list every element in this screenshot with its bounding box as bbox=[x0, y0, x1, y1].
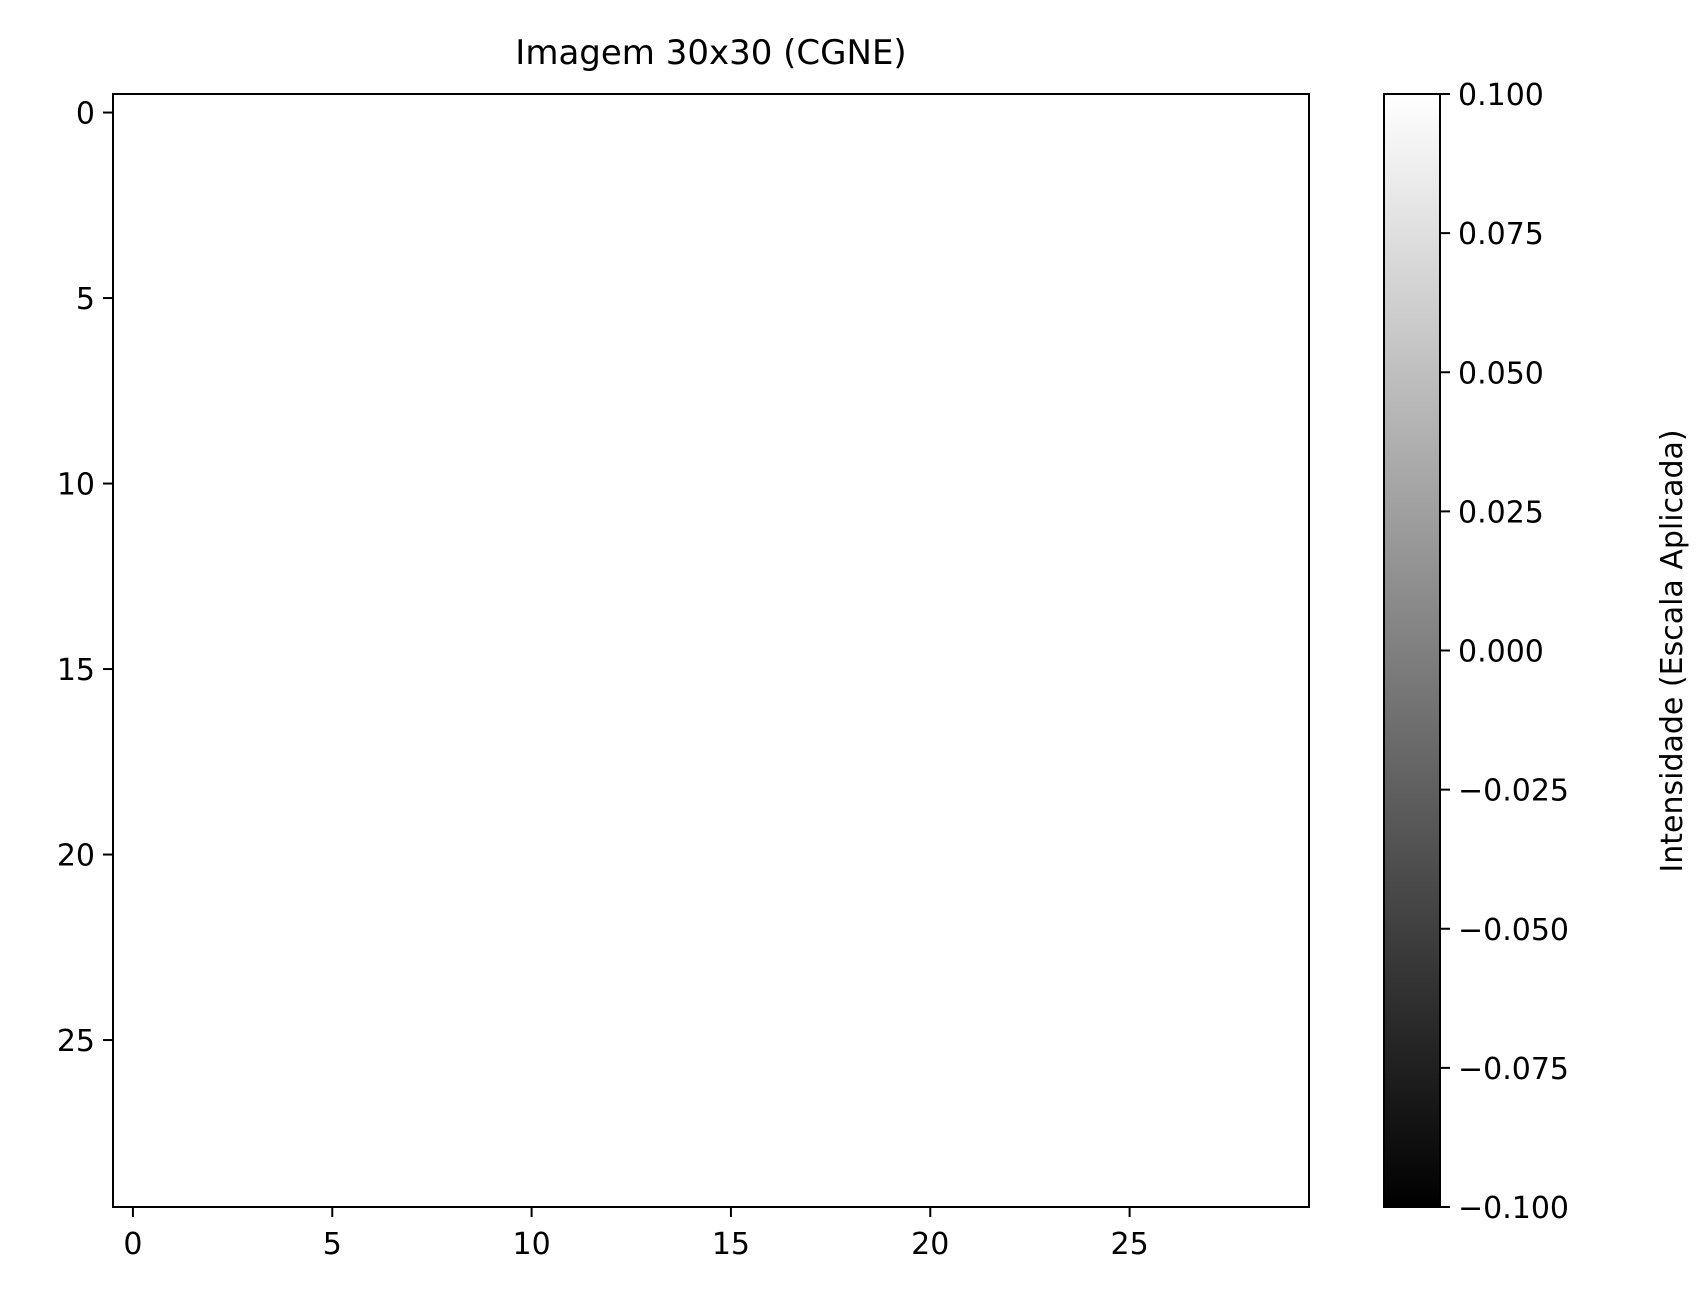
x-tick-label: 15 bbox=[712, 1227, 750, 1262]
y-tick-label: 15 bbox=[57, 653, 95, 688]
y-tick-label: 0 bbox=[76, 97, 95, 132]
x-tick-label: 10 bbox=[513, 1227, 551, 1262]
colorbar-tick-label: 0.000 bbox=[1458, 635, 1544, 670]
colorbar-tick-label: 0.050 bbox=[1458, 356, 1544, 391]
y-axis: 0 5 10 15 20 25 bbox=[57, 97, 113, 1059]
colorbar-gradient bbox=[1384, 94, 1440, 1207]
y-tick-label: 5 bbox=[76, 282, 95, 317]
x-tick-label: 5 bbox=[323, 1227, 342, 1262]
colorbar-tick-label: −0.025 bbox=[1458, 774, 1569, 809]
x-axis: 0 5 10 15 20 25 bbox=[123, 1207, 1149, 1262]
chart-title: Imagem 30x30 (CGNE) bbox=[515, 33, 906, 73]
image-cells bbox=[113, 94, 1309, 1207]
colorbar-ticks: −0.100 −0.075 −0.050 −0.025 0.000 0.025 0.050 0… bbox=[1440, 78, 1569, 1226]
colorbar-label: Intensidade (Escala Aplicada) bbox=[1655, 429, 1690, 872]
colorbar-tick-label: −0.075 bbox=[1458, 1052, 1569, 1087]
y-tick-label: 25 bbox=[57, 1024, 95, 1059]
y-tick-label: 20 bbox=[57, 839, 95, 874]
plot-frame bbox=[112, 93, 1310, 1208]
x-tick-label: 20 bbox=[911, 1227, 949, 1262]
colorbar-tick-label: 0.075 bbox=[1458, 217, 1544, 252]
y-tick-label: 10 bbox=[57, 468, 95, 503]
colorbar-tick-label: 0.100 bbox=[1458, 78, 1544, 113]
x-tick-label: 0 bbox=[123, 1227, 142, 1262]
colorbar-tick-label: 0.025 bbox=[1458, 495, 1544, 530]
colorbar-tick-label: −0.100 bbox=[1458, 1191, 1569, 1226]
colorbar: −0.100 −0.075 −0.050 −0.025 0.000 0.025 0.050 0… bbox=[1383, 78, 1690, 1226]
x-tick-label: 25 bbox=[1111, 1227, 1149, 1262]
colorbar-tick-label: −0.050 bbox=[1458, 913, 1569, 948]
plot-area bbox=[112, 93, 1310, 1208]
